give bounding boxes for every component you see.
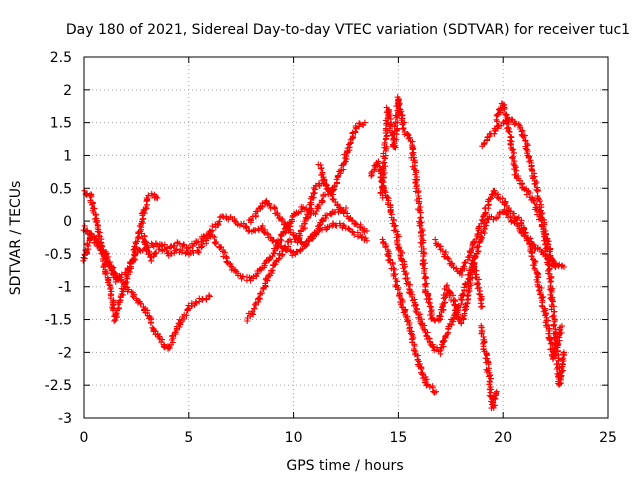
series-track-i	[368, 158, 559, 357]
x-tick-label: 5	[184, 430, 193, 446]
series-track-l	[478, 322, 500, 412]
y-tick-label: 0	[63, 214, 72, 230]
marker-path	[478, 322, 500, 412]
marker-path	[80, 213, 370, 285]
y-axis-label: SDTVAR / TECUs	[8, 181, 24, 296]
series-track-g	[315, 161, 370, 235]
y-tick-label: -1.5	[45, 313, 72, 329]
marker-path	[315, 161, 370, 235]
plot-area-border	[83, 56, 609, 419]
y-tick-label: 2.5	[50, 50, 72, 66]
x-tick-label: 20	[494, 430, 512, 446]
y-tick-label: -2.5	[45, 378, 72, 394]
series-track-j	[379, 236, 440, 396]
y-tick-label: -3	[58, 411, 72, 427]
marker-path	[246, 197, 349, 248]
series-track-f	[246, 197, 349, 248]
series-track-d	[138, 191, 328, 284]
y-axis-ticks: 2.5 2 1.5 1 0.5 0 -0.5 -1 -1.5 -2 -2.5 -3	[45, 50, 608, 427]
series-track-n	[493, 100, 567, 270]
x-axis-ticks: 0 5 10 15 20 25	[80, 57, 617, 446]
y-tick-label: 1.5	[50, 116, 72, 132]
y-tick-label: -1	[58, 280, 72, 296]
y-tick-label: -2	[58, 345, 72, 361]
x-axis-label: GPS time / hours	[286, 458, 403, 474]
y-tick-label: 0.5	[50, 181, 72, 197]
marker-path	[138, 191, 328, 284]
series-track-k	[432, 187, 565, 363]
marker-path	[432, 187, 565, 363]
y-tick-label: 2	[63, 83, 72, 99]
marker-path	[493, 100, 567, 270]
marker-path	[368, 158, 559, 357]
x-tick-label: 15	[389, 430, 407, 446]
x-tick-label: 25	[599, 430, 617, 446]
x-tick-label: 10	[285, 430, 303, 446]
chart-title: Day 180 of 2021, Sidereal Day-to-day VTE…	[66, 22, 630, 38]
y-tick-label: 1	[63, 148, 72, 164]
x-tick-label: 0	[80, 430, 89, 446]
y-tick-label: -0.5	[45, 247, 72, 263]
series-track-c	[80, 213, 370, 285]
data-points	[80, 94, 568, 412]
marker-path	[379, 236, 440, 396]
